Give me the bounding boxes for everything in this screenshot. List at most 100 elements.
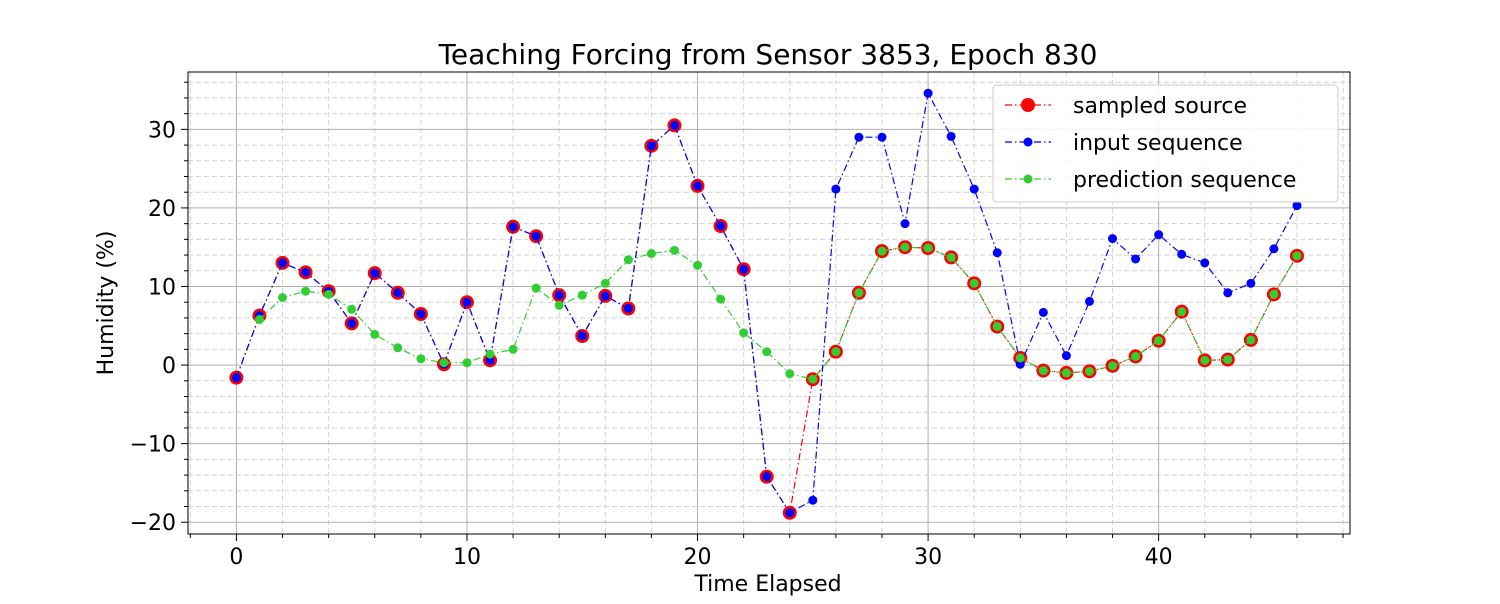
x-tick-label: 0 bbox=[229, 545, 243, 570]
data-point bbox=[808, 374, 818, 384]
data-point bbox=[416, 309, 426, 319]
legend-label: sampled source bbox=[1073, 94, 1247, 119]
data-point bbox=[669, 120, 679, 130]
data-point bbox=[1223, 288, 1233, 298]
data-point bbox=[1292, 201, 1302, 211]
axes-layer: 0 10 20 30 40 −20 −10 0 10 20 30 bbox=[130, 71, 1351, 570]
data-point bbox=[1154, 230, 1164, 240]
data-point bbox=[370, 329, 380, 339]
data-point bbox=[1061, 351, 1071, 361]
data-point bbox=[992, 322, 1002, 332]
data-point bbox=[1131, 351, 1141, 361]
legend-label: input sequence bbox=[1073, 131, 1243, 156]
data-point bbox=[623, 304, 633, 313]
data-point bbox=[393, 343, 403, 353]
data-point bbox=[1108, 361, 1118, 371]
data-point bbox=[1108, 234, 1118, 244]
data-point bbox=[393, 288, 403, 298]
data-point bbox=[623, 255, 633, 265]
data-point bbox=[646, 141, 656, 151]
data-point bbox=[577, 331, 587, 341]
data-point bbox=[554, 290, 564, 300]
data-point bbox=[1200, 355, 1210, 365]
y-axis-label: Humidity (%) bbox=[94, 231, 119, 376]
series-2 bbox=[254, 242, 1302, 384]
legend-marker bbox=[1023, 174, 1033, 184]
series-line bbox=[259, 246, 1298, 380]
data-point bbox=[462, 358, 472, 368]
data-point bbox=[969, 184, 979, 194]
series-1 bbox=[231, 88, 1302, 518]
data-point bbox=[485, 355, 495, 365]
data-point bbox=[600, 291, 610, 301]
data-point bbox=[439, 358, 449, 368]
grid-layer bbox=[188, 72, 1350, 534]
data-point bbox=[992, 248, 1002, 258]
y-tick-label: 0 bbox=[162, 354, 176, 379]
data-point bbox=[1246, 278, 1256, 288]
data-point bbox=[462, 297, 472, 307]
data-point bbox=[877, 132, 887, 142]
data-point bbox=[1038, 307, 1048, 317]
x-tick-label: 30 bbox=[914, 545, 942, 570]
legend-marker bbox=[1023, 137, 1033, 147]
data-point bbox=[693, 260, 703, 270]
data-point bbox=[1084, 296, 1094, 306]
x-tick-label: 10 bbox=[453, 545, 481, 570]
data-point bbox=[324, 289, 334, 299]
data-point bbox=[1200, 258, 1210, 268]
data-point bbox=[785, 369, 795, 379]
data-point bbox=[347, 318, 357, 328]
data-point bbox=[1246, 335, 1256, 345]
data-point bbox=[1223, 355, 1233, 365]
data-point bbox=[923, 88, 933, 98]
data-point bbox=[923, 243, 933, 253]
series-layer bbox=[229, 88, 1304, 520]
y-tick-label: −20 bbox=[130, 511, 176, 536]
data-point bbox=[347, 304, 357, 314]
y-tick-label: 20 bbox=[148, 197, 176, 222]
data-point bbox=[762, 472, 772, 482]
y-tick-label: 30 bbox=[148, 118, 176, 143]
data-point bbox=[762, 347, 772, 357]
legend: sampled source input sequence prediction s… bbox=[992, 84, 1339, 203]
data-point bbox=[600, 278, 610, 288]
data-point bbox=[1177, 307, 1187, 317]
data-point bbox=[1038, 366, 1048, 376]
data-point bbox=[1154, 336, 1164, 346]
data-point bbox=[739, 264, 749, 274]
data-point bbox=[854, 132, 864, 142]
data-point bbox=[946, 131, 956, 141]
data-point bbox=[785, 508, 795, 518]
data-point bbox=[301, 267, 311, 277]
legend-marker bbox=[1021, 98, 1035, 112]
data-point bbox=[693, 181, 703, 191]
y-tick-label: −10 bbox=[130, 433, 176, 458]
data-point bbox=[577, 290, 587, 300]
data-point bbox=[669, 245, 679, 255]
data-point bbox=[716, 221, 726, 231]
data-point bbox=[254, 315, 264, 324]
data-point bbox=[531, 283, 541, 293]
x-tick-label: 40 bbox=[1145, 545, 1173, 570]
data-point bbox=[1269, 289, 1279, 299]
data-point bbox=[1061, 368, 1071, 378]
data-point bbox=[831, 184, 841, 194]
data-point bbox=[231, 373, 241, 383]
data-point bbox=[900, 242, 910, 252]
data-point bbox=[946, 252, 956, 262]
legend-box bbox=[992, 84, 1339, 203]
data-point bbox=[808, 495, 818, 505]
data-point bbox=[646, 249, 656, 258]
data-point bbox=[1131, 254, 1141, 264]
chart-title: Teaching Forcing from Sensor 3853, Epoch… bbox=[438, 38, 1098, 71]
data-point bbox=[416, 354, 426, 364]
data-point bbox=[508, 344, 518, 354]
data-point bbox=[554, 300, 564, 310]
data-point bbox=[278, 293, 288, 302]
data-point bbox=[485, 349, 495, 359]
x-axis-label: Time Elapsed bbox=[693, 572, 841, 597]
plot-frame bbox=[187, 71, 1351, 535]
